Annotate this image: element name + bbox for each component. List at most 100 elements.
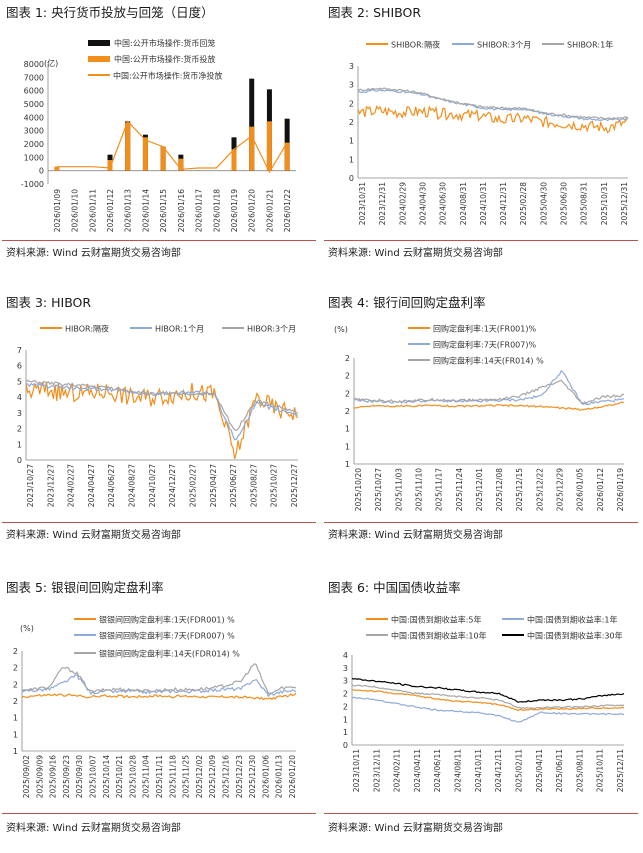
divider: [324, 813, 638, 814]
legend-label: HIBOR:隔夜: [65, 324, 109, 334]
series-line: [357, 87, 629, 120]
chart-source: 资料来源: Wind 云财富期货交易咨询部: [6, 823, 181, 834]
y-tick-label: 2: [345, 354, 350, 363]
x-tick-label: 2023/12/11: [372, 749, 381, 792]
legend-label: 中国:公开市场操作:货币回笼: [114, 38, 215, 48]
divider: [2, 813, 316, 814]
divider: [2, 522, 316, 523]
series-line: [357, 105, 629, 134]
y-tick-label: 2: [343, 702, 348, 711]
x-tick-label: 2024/12/31: [499, 182, 508, 225]
x-tick-label: 2026/01/19: [616, 468, 625, 511]
x-tick-label: 2024/04/30: [418, 182, 427, 225]
x-tick-label: 2026/01/13: [124, 189, 133, 232]
chart-svg: (%) 1 1 1 2 2 2 2 2025/09/02 2025/09/09 2025/09/16…: [13, 615, 297, 799]
x-tick-label: 2025/12/11: [616, 749, 625, 792]
x-tick-label: 2026/01/16: [177, 189, 186, 232]
bar-injection: [231, 149, 237, 171]
x-tick-label: 2026/01/20: [248, 189, 257, 232]
y-tick-label: 8000: [24, 60, 44, 69]
x-tick-label: 2024/06/30: [439, 182, 448, 225]
x-tick-label: 2025/10/28: [128, 755, 137, 798]
chart-title: 图表 2: SHIBOR: [328, 5, 422, 20]
chart-source: 资料来源: Wind 云财富期货交易咨询部: [328, 530, 503, 541]
y-tick-label: 1: [17, 440, 22, 449]
y-tick-label: 3: [343, 677, 348, 686]
y-tick-label: 0: [17, 456, 22, 465]
x-tick-label: 2025/09/09: [35, 755, 44, 798]
y-tick-label: 2: [13, 680, 18, 689]
x-tick-label: 2026/01/22: [283, 189, 292, 232]
x-tick-label: 2026/01/06: [261, 755, 270, 798]
y-tick-label: 2: [13, 664, 18, 673]
y-tick-label: 2: [13, 647, 18, 656]
y-tick-label: 2: [345, 407, 350, 416]
legend-label: 银银间回购定盘利率:1天(FDR001) %: [99, 615, 235, 625]
chart-title: 图表 4: 银行间回购定盘利率: [328, 295, 486, 310]
bar-injection: [284, 142, 290, 171]
chart-svg: (亿) -1000 0 1000 2000 3000 4000 5000 6000 7000 800…: [21, 38, 296, 232]
x-tick-label: 2025/11/10: [414, 468, 423, 511]
y-tick-label: 7: [17, 346, 22, 355]
series-line: [351, 689, 625, 712]
x-tick-label: 2025/11/03: [394, 468, 403, 511]
legend-label: 回购定盘利率:1天(FR001)%: [433, 324, 536, 334]
x-tick-label: 2025/12/29: [556, 468, 565, 511]
chart-title: 图表 1: 央行货币投放与回笼（日度）: [6, 5, 214, 20]
x-tick-label: 2025/02/28: [519, 182, 528, 225]
y-tick-label: 1: [13, 730, 18, 739]
x-tick-label: 2026/01/21: [265, 189, 274, 232]
bar-injection: [142, 137, 148, 171]
y-tick-label: 1: [13, 714, 18, 723]
legend-label: 中国:国债到期收益率:1年: [527, 615, 617, 625]
chart-title: 图表 5: 银银间回购定盘利率: [6, 580, 164, 595]
legend-label: 银银间回购定盘利率:7天(FDR007) %: [99, 631, 235, 641]
bar-injection: [107, 160, 113, 171]
series-line: [21, 673, 297, 698]
y-tick-label: 1: [343, 728, 348, 737]
x-tick-label: 2025/02/11: [514, 749, 523, 792]
y-tick-label: 0: [349, 174, 354, 183]
y-tick-label: 6000: [24, 87, 44, 96]
legend-label: HIBOR:3个月: [247, 325, 296, 334]
series-line: [357, 89, 629, 122]
bar-injection: [160, 146, 166, 171]
x-tick-label: 2026/01/15: [159, 189, 168, 232]
x-tick-label: 2025/10/27: [270, 464, 279, 507]
x-tick-label: 2025/10/21: [115, 755, 124, 798]
x-tick-label: 2025/10/11: [596, 749, 605, 792]
chart-panel-2: 图表 2: SHIBOR 0 1 1 2 2 3 3 2023/10/31 2023/12/31…: [322, 0, 643, 278]
y-tick-label: 1: [13, 747, 18, 756]
y-tick-label: 2: [349, 99, 354, 108]
y-tick-label: 4: [343, 651, 348, 660]
legend-label: 中国:国债到期收益率:30年: [527, 631, 623, 641]
y-tick-label: 3: [343, 664, 348, 673]
x-tick-label: 2026/01/13: [275, 755, 284, 798]
x-tick-label: 2025/10/20: [354, 468, 363, 511]
series-line: [25, 381, 299, 459]
x-tick-label: 2024/10/27: [148, 464, 157, 507]
x-tick-label: 2026/01/20: [288, 755, 297, 798]
x-tick-label: 2024/02/27: [67, 464, 76, 507]
legend-label: HIBOR:1个月: [155, 325, 204, 334]
chart-source: 资料来源: Wind 云财富期货交易咨询部: [328, 823, 503, 834]
series-line: [21, 663, 297, 695]
series-line: [21, 692, 297, 701]
chart-title: 图表 6: 中国国债收益率: [328, 580, 461, 595]
x-tick-label: 2025/10/07: [89, 755, 98, 798]
x-tick-label: 2026/01/12: [106, 189, 115, 232]
chart-panel-3: 图表 3: HIBOR 0 1 2 3 4 5 6 7 2023/10/27 2023/12/27…: [0, 290, 321, 568]
y-tick-label: 4000: [24, 113, 44, 122]
series-line: [351, 684, 625, 710]
legend-label: SHIBOR:隔夜: [391, 40, 440, 50]
y-tick-label: 3: [17, 409, 22, 418]
y-tick-label: -1000: [21, 180, 44, 189]
chart-svg: 0 1 1 2 2 3 3 2023/10/31 2023/12/31 2024/02/29 202…: [349, 40, 629, 226]
legend-label: 中国:国债到期收益率:5年: [391, 615, 481, 625]
chart-panel-1: 图表 1: 央行货币投放与回笼（日度） (亿) -1000 0 1000 2000 300…: [0, 0, 321, 278]
divider: [324, 522, 638, 523]
x-tick-label: 2025/11/24: [455, 468, 464, 511]
y-tick-label: 0: [39, 167, 44, 176]
x-tick-label: 2023/10/31: [358, 182, 367, 225]
y-tick-label: 1000: [24, 153, 44, 162]
